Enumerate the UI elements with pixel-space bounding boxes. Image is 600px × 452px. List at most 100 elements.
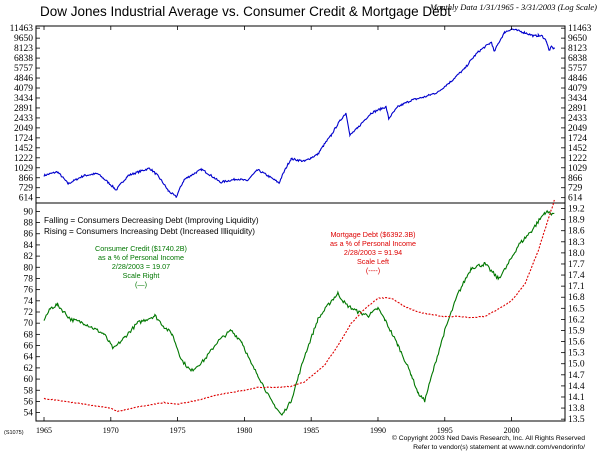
chart-code: (S1075) (4, 430, 24, 436)
y-tick-label: 90 (24, 207, 34, 217)
y-tick-label: 62 (24, 364, 34, 374)
y-tick-label: 9650 (14, 34, 33, 44)
credit-label-line: Scale Right (123, 271, 160, 280)
y-tick-label: 74 (24, 297, 34, 307)
y-tick-label: 16.2 (568, 315, 585, 325)
y-tick-label: 8123 (568, 44, 587, 54)
y-tick-label: 5757 (14, 64, 33, 74)
y-tick-label: 70 (24, 319, 34, 329)
y-tick-label: 866 (19, 174, 34, 184)
mortgage-label-line: Mortgage Debt ($6392.3B) (330, 230, 415, 239)
x-tick-label: 1985 (303, 426, 319, 435)
mortgage-label-line: as a % of Personal Income (330, 239, 416, 248)
y-tick-label: 78 (24, 274, 34, 284)
bottom-right-axis: 13.513.814.114.414.715.015.315.6 15.916.2… (561, 205, 585, 425)
y-tick-label: 1724 (14, 134, 33, 144)
y-tick-label: 76 (24, 286, 34, 296)
y-tick-label: 17.1 (568, 282, 585, 292)
y-tick-label: 84 (24, 241, 34, 251)
credit-label-line: 2/28/2003 = 19.07 (112, 262, 170, 271)
y-tick-label: 6838 (568, 54, 587, 64)
y-tick-label: 18.9 (568, 216, 585, 226)
y-tick-label: 86 (24, 230, 34, 240)
y-tick-label: 16.8 (568, 293, 585, 303)
chart-title: Dow Jones Industrial Average vs. Consume… (40, 4, 451, 19)
y-tick-label: 88 (24, 219, 34, 229)
y-tick-label: 58 (24, 386, 34, 396)
y-tick-label: 64 (24, 353, 34, 363)
y-tick-label: 866 (568, 174, 583, 184)
y-tick-label: 17.4 (568, 271, 585, 281)
y-tick-label: 56 (24, 397, 34, 407)
mortgage-label-block: Mortgage Debt ($6392.3B) as a % of Perso… (330, 230, 416, 275)
dow-series-line (43, 27, 555, 198)
chart-subtitle: Monthly Data 1/31/1965 - 3/31/2003 (Log … (429, 2, 597, 12)
y-tick-label: 82 (24, 252, 34, 262)
top-right-axis: 6147298661029122214521724204924332891343… (561, 24, 592, 204)
y-tick-label: 729 (19, 184, 34, 194)
y-tick-label: 17.7 (568, 260, 585, 270)
y-tick-label: 66 (24, 342, 34, 352)
y-tick-label: 2049 (14, 124, 33, 134)
y-tick-label: 5757 (568, 64, 587, 74)
x-tick-label: 1975 (170, 426, 186, 435)
y-tick-label: 2433 (568, 114, 587, 124)
y-tick-label: 2433 (14, 114, 33, 124)
credit-label-line: as a % of Personal Income (98, 253, 184, 262)
y-tick-label: 4846 (568, 74, 587, 84)
y-tick-label: 8123 (14, 44, 33, 54)
y-tick-label: 72 (24, 308, 34, 318)
y-tick-label: 15.0 (568, 360, 585, 370)
y-tick-label: 4846 (14, 74, 33, 84)
x-tick-label: 2000 (504, 426, 520, 435)
y-tick-label: 9650 (568, 34, 587, 44)
credit-label-line: Consumer Credit ($1740.2B) (95, 244, 187, 253)
y-tick-label: 16.5 (568, 304, 585, 314)
y-tick-label: 2049 (568, 124, 587, 134)
y-tick-label: 614 (568, 194, 583, 204)
y-tick-label: 14.7 (568, 371, 585, 381)
x-tick-label: 1965 (36, 426, 52, 435)
y-tick-label: 729 (568, 184, 583, 194)
top-left-axis: 6147298661029122214521724204924332891343… (10, 24, 40, 204)
x-tick-label: 1990 (370, 426, 386, 435)
y-tick-label: 14.4 (568, 382, 585, 392)
vendor-statement: Refer to vendor(s) statement at www.ndr.… (413, 444, 585, 451)
x-axis: 1965 1970 1975 1980 1985 1990 1995 2000 (36, 26, 520, 435)
consumer-credit-line (43, 209, 555, 416)
y-tick-label: 13.8 (568, 404, 585, 414)
y-tick-label: 15.3 (568, 349, 585, 359)
mortgage-label-line: Scale Left (357, 257, 389, 266)
y-tick-label: 54 (24, 409, 34, 419)
y-tick-label: 1222 (568, 154, 587, 164)
credit-label-block: Consumer Credit ($1740.2B) as a % of Per… (95, 244, 187, 289)
y-tick-label: 3434 (14, 94, 33, 104)
credit-label-line: (—) (135, 280, 147, 289)
y-tick-label: 60 (24, 375, 34, 385)
y-tick-label: 19.2 (568, 205, 585, 215)
mortgage-label-line: (----) (366, 266, 380, 275)
y-tick-label: 1452 (14, 144, 33, 154)
y-tick-label: 18.6 (568, 227, 585, 237)
y-tick-label: 2891 (14, 104, 33, 114)
copyright-text: © Copyright 2003 Ned Davis Research, Inc… (392, 434, 585, 442)
y-tick-label: 14.1 (568, 393, 585, 403)
y-tick-label: 1452 (568, 144, 587, 154)
y-tick-label: 4079 (568, 84, 587, 94)
y-tick-label: 4079 (14, 84, 33, 94)
y-tick-label: 11463 (10, 24, 34, 34)
y-tick-label: 15.9 (568, 326, 585, 336)
y-tick-label: 1222 (14, 154, 33, 164)
y-tick-label: 1724 (568, 134, 587, 144)
x-tick-label: 1995 (437, 426, 453, 435)
x-tick-label: 1970 (103, 426, 119, 435)
y-tick-label: 1029 (568, 164, 587, 174)
y-tick-label: 1029 (14, 164, 33, 174)
y-tick-label: 18.0 (568, 249, 585, 259)
y-tick-label: 2891 (568, 104, 587, 114)
x-tick-label: 1980 (236, 426, 252, 435)
y-tick-label: 68 (24, 330, 34, 340)
